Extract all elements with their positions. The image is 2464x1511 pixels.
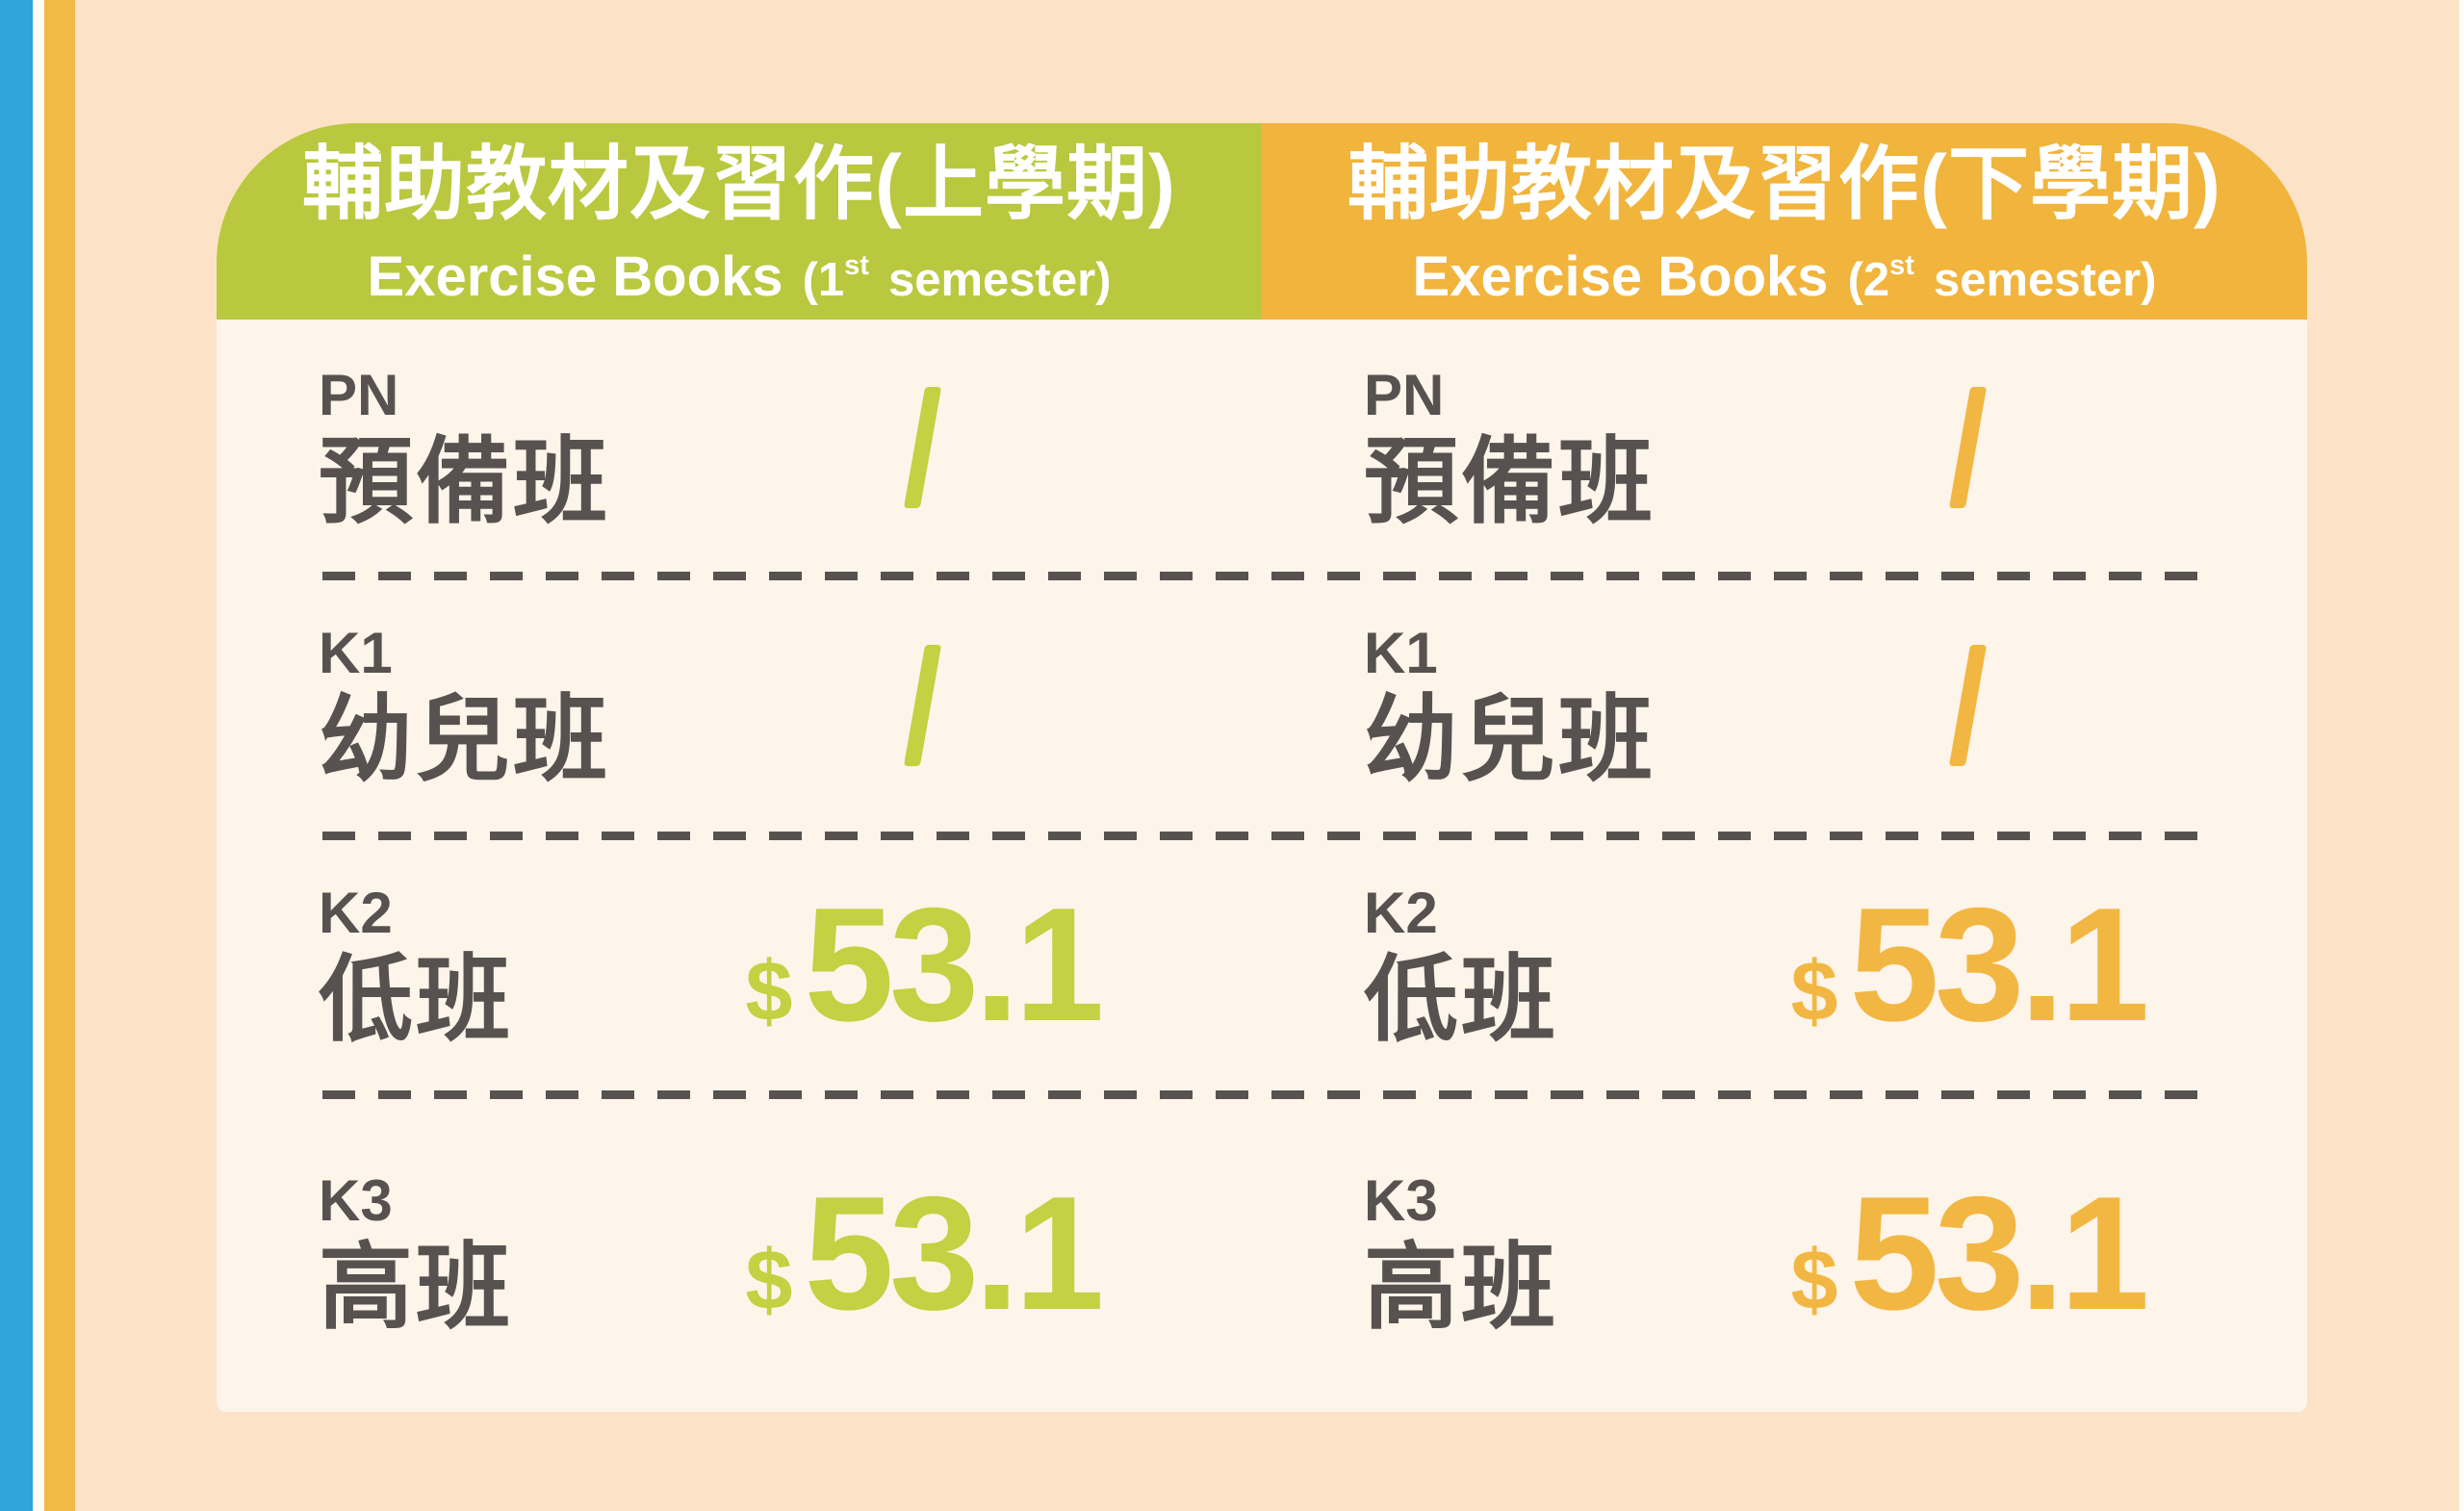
fee-price: $ 53.1 bbox=[745, 874, 1105, 1056]
header-semester-word: semester) bbox=[887, 254, 1112, 306]
class-name: 預備班 bbox=[1364, 428, 1656, 534]
header-title-chinese: 輔助教材及習作(下學期) bbox=[1348, 139, 2221, 229]
class-name: 低班 bbox=[1364, 945, 1559, 1052]
class-label: K1 幼兒班 bbox=[319, 621, 675, 792]
fee-value: $ 53.1 bbox=[1720, 874, 2216, 1056]
class-name: 高班 bbox=[319, 1234, 514, 1340]
header-title-chinese: 輔助教材及習作(上學期) bbox=[302, 139, 1176, 229]
right-edge-white-sliver bbox=[2459, 0, 2464, 1511]
class-label: K1 幼兒班 bbox=[1364, 621, 1720, 792]
table-row-k2: K2 低班 $ 53.1 bbox=[217, 835, 1262, 1094]
row-separator-dashed-line bbox=[322, 572, 2201, 580]
no-fee-slash bbox=[903, 387, 942, 508]
class-code: K1 bbox=[1364, 621, 1438, 685]
price-amount: 53.1 bbox=[1849, 874, 2149, 1056]
fee-value: $ 53.1 bbox=[675, 1162, 1170, 1344]
fee-value bbox=[1720, 387, 2216, 508]
class-name: 幼兒班 bbox=[319, 686, 611, 792]
class-code: PN bbox=[1364, 363, 1445, 427]
left-edge-white-gap bbox=[33, 0, 44, 1511]
header-second-semester: 輔助教材及習作(下學期) Exercise Books (2 st semest… bbox=[1262, 123, 2307, 320]
class-name: 幼兒班 bbox=[1364, 686, 1656, 792]
class-name: 高班 bbox=[1364, 1234, 1559, 1340]
column-second-semester: PN 預備班 K1 幼兒班 K2 低班 bbox=[1262, 320, 2307, 1412]
currency-symbol: $ bbox=[745, 1231, 793, 1327]
price-amount: 53.1 bbox=[804, 874, 1104, 1056]
no-fee-slash bbox=[1948, 387, 1988, 508]
class-label: K3 高班 bbox=[1364, 1168, 1720, 1340]
class-code: K2 bbox=[319, 880, 393, 945]
header-english-main: Exercise Books bbox=[367, 245, 783, 308]
fee-price: $ 53.1 bbox=[745, 1162, 1105, 1344]
class-label: K2 低班 bbox=[1364, 884, 1720, 1046]
column-first-semester: PN 預備班 K1 幼兒班 K2 低班 bbox=[217, 320, 1262, 1412]
row-separator-dashed-line bbox=[322, 832, 2201, 840]
left-edge-orange-bar bbox=[44, 0, 75, 1511]
table-header-band: 輔助教材及習作(上學期) Exercise Books (1 st semest… bbox=[217, 123, 2307, 320]
header-first-semester: 輔助教材及習作(上學期) Exercise Books (1 st semest… bbox=[217, 123, 1262, 320]
fee-price: $ 53.1 bbox=[1790, 874, 2150, 1056]
header-ordinal-suffix: st bbox=[844, 250, 869, 281]
currency-symbol: $ bbox=[1790, 1231, 1838, 1327]
header-ordinal-suffix: st bbox=[1889, 250, 1914, 281]
table-row-pn: PN 預備班 bbox=[217, 320, 1262, 576]
price-amount: 53.1 bbox=[1849, 1162, 2149, 1344]
header-semester-number: (1 bbox=[802, 254, 845, 306]
row-separator-dashed-line bbox=[322, 1090, 2201, 1099]
class-code: PN bbox=[319, 363, 399, 427]
class-label: K2 低班 bbox=[319, 884, 675, 1046]
fee-table-card: 輔助教材及習作(上學期) Exercise Books (1 st semest… bbox=[217, 123, 2307, 1412]
no-fee-slash bbox=[903, 645, 942, 766]
class-code: K3 bbox=[1364, 1168, 1438, 1233]
header-title-english: Exercise Books (2 st semester) bbox=[1413, 249, 2157, 305]
fee-value: $ 53.1 bbox=[1720, 1162, 2216, 1344]
price-amount: 53.1 bbox=[804, 1162, 1104, 1344]
fee-value bbox=[675, 645, 1170, 766]
fee-value bbox=[1720, 645, 2216, 766]
class-code: K1 bbox=[319, 621, 393, 685]
class-name: 預備班 bbox=[319, 428, 611, 534]
table-row-k1: K1 幼兒班 bbox=[1262, 576, 2307, 835]
header-semester-number: (2 bbox=[1847, 254, 1890, 306]
no-fee-slash bbox=[1948, 645, 1988, 766]
fee-value bbox=[675, 387, 1170, 508]
header-english-main: Exercise Books bbox=[1412, 245, 1829, 308]
class-label: PN 預備班 bbox=[1364, 363, 1720, 534]
class-name: 低班 bbox=[319, 945, 514, 1052]
table-row-k3: K3 高班 $ 53.1 bbox=[1262, 1094, 2307, 1412]
header-semester-word: semester) bbox=[1933, 254, 2157, 306]
currency-symbol: $ bbox=[745, 943, 793, 1039]
header-title-english: Exercise Books (1 st semester) bbox=[368, 249, 1112, 305]
left-edge-blue-bar bbox=[0, 0, 33, 1511]
class-label: PN 預備班 bbox=[319, 363, 675, 534]
table-row-k1: K1 幼兒班 bbox=[217, 576, 1262, 835]
currency-symbol: $ bbox=[1790, 943, 1838, 1039]
class-code: K3 bbox=[319, 1168, 393, 1233]
table-row-pn: PN 預備班 bbox=[1262, 320, 2307, 576]
class-code: K2 bbox=[1364, 880, 1438, 945]
fee-price: $ 53.1 bbox=[1790, 1162, 2150, 1344]
class-label: K3 高班 bbox=[319, 1168, 675, 1340]
table-row-k3: K3 高班 $ 53.1 bbox=[217, 1094, 1262, 1412]
fee-value: $ 53.1 bbox=[675, 874, 1170, 1056]
table-body: PN 預備班 K1 幼兒班 K2 低班 bbox=[217, 320, 2307, 1412]
table-row-k2: K2 低班 $ 53.1 bbox=[1262, 835, 2307, 1094]
